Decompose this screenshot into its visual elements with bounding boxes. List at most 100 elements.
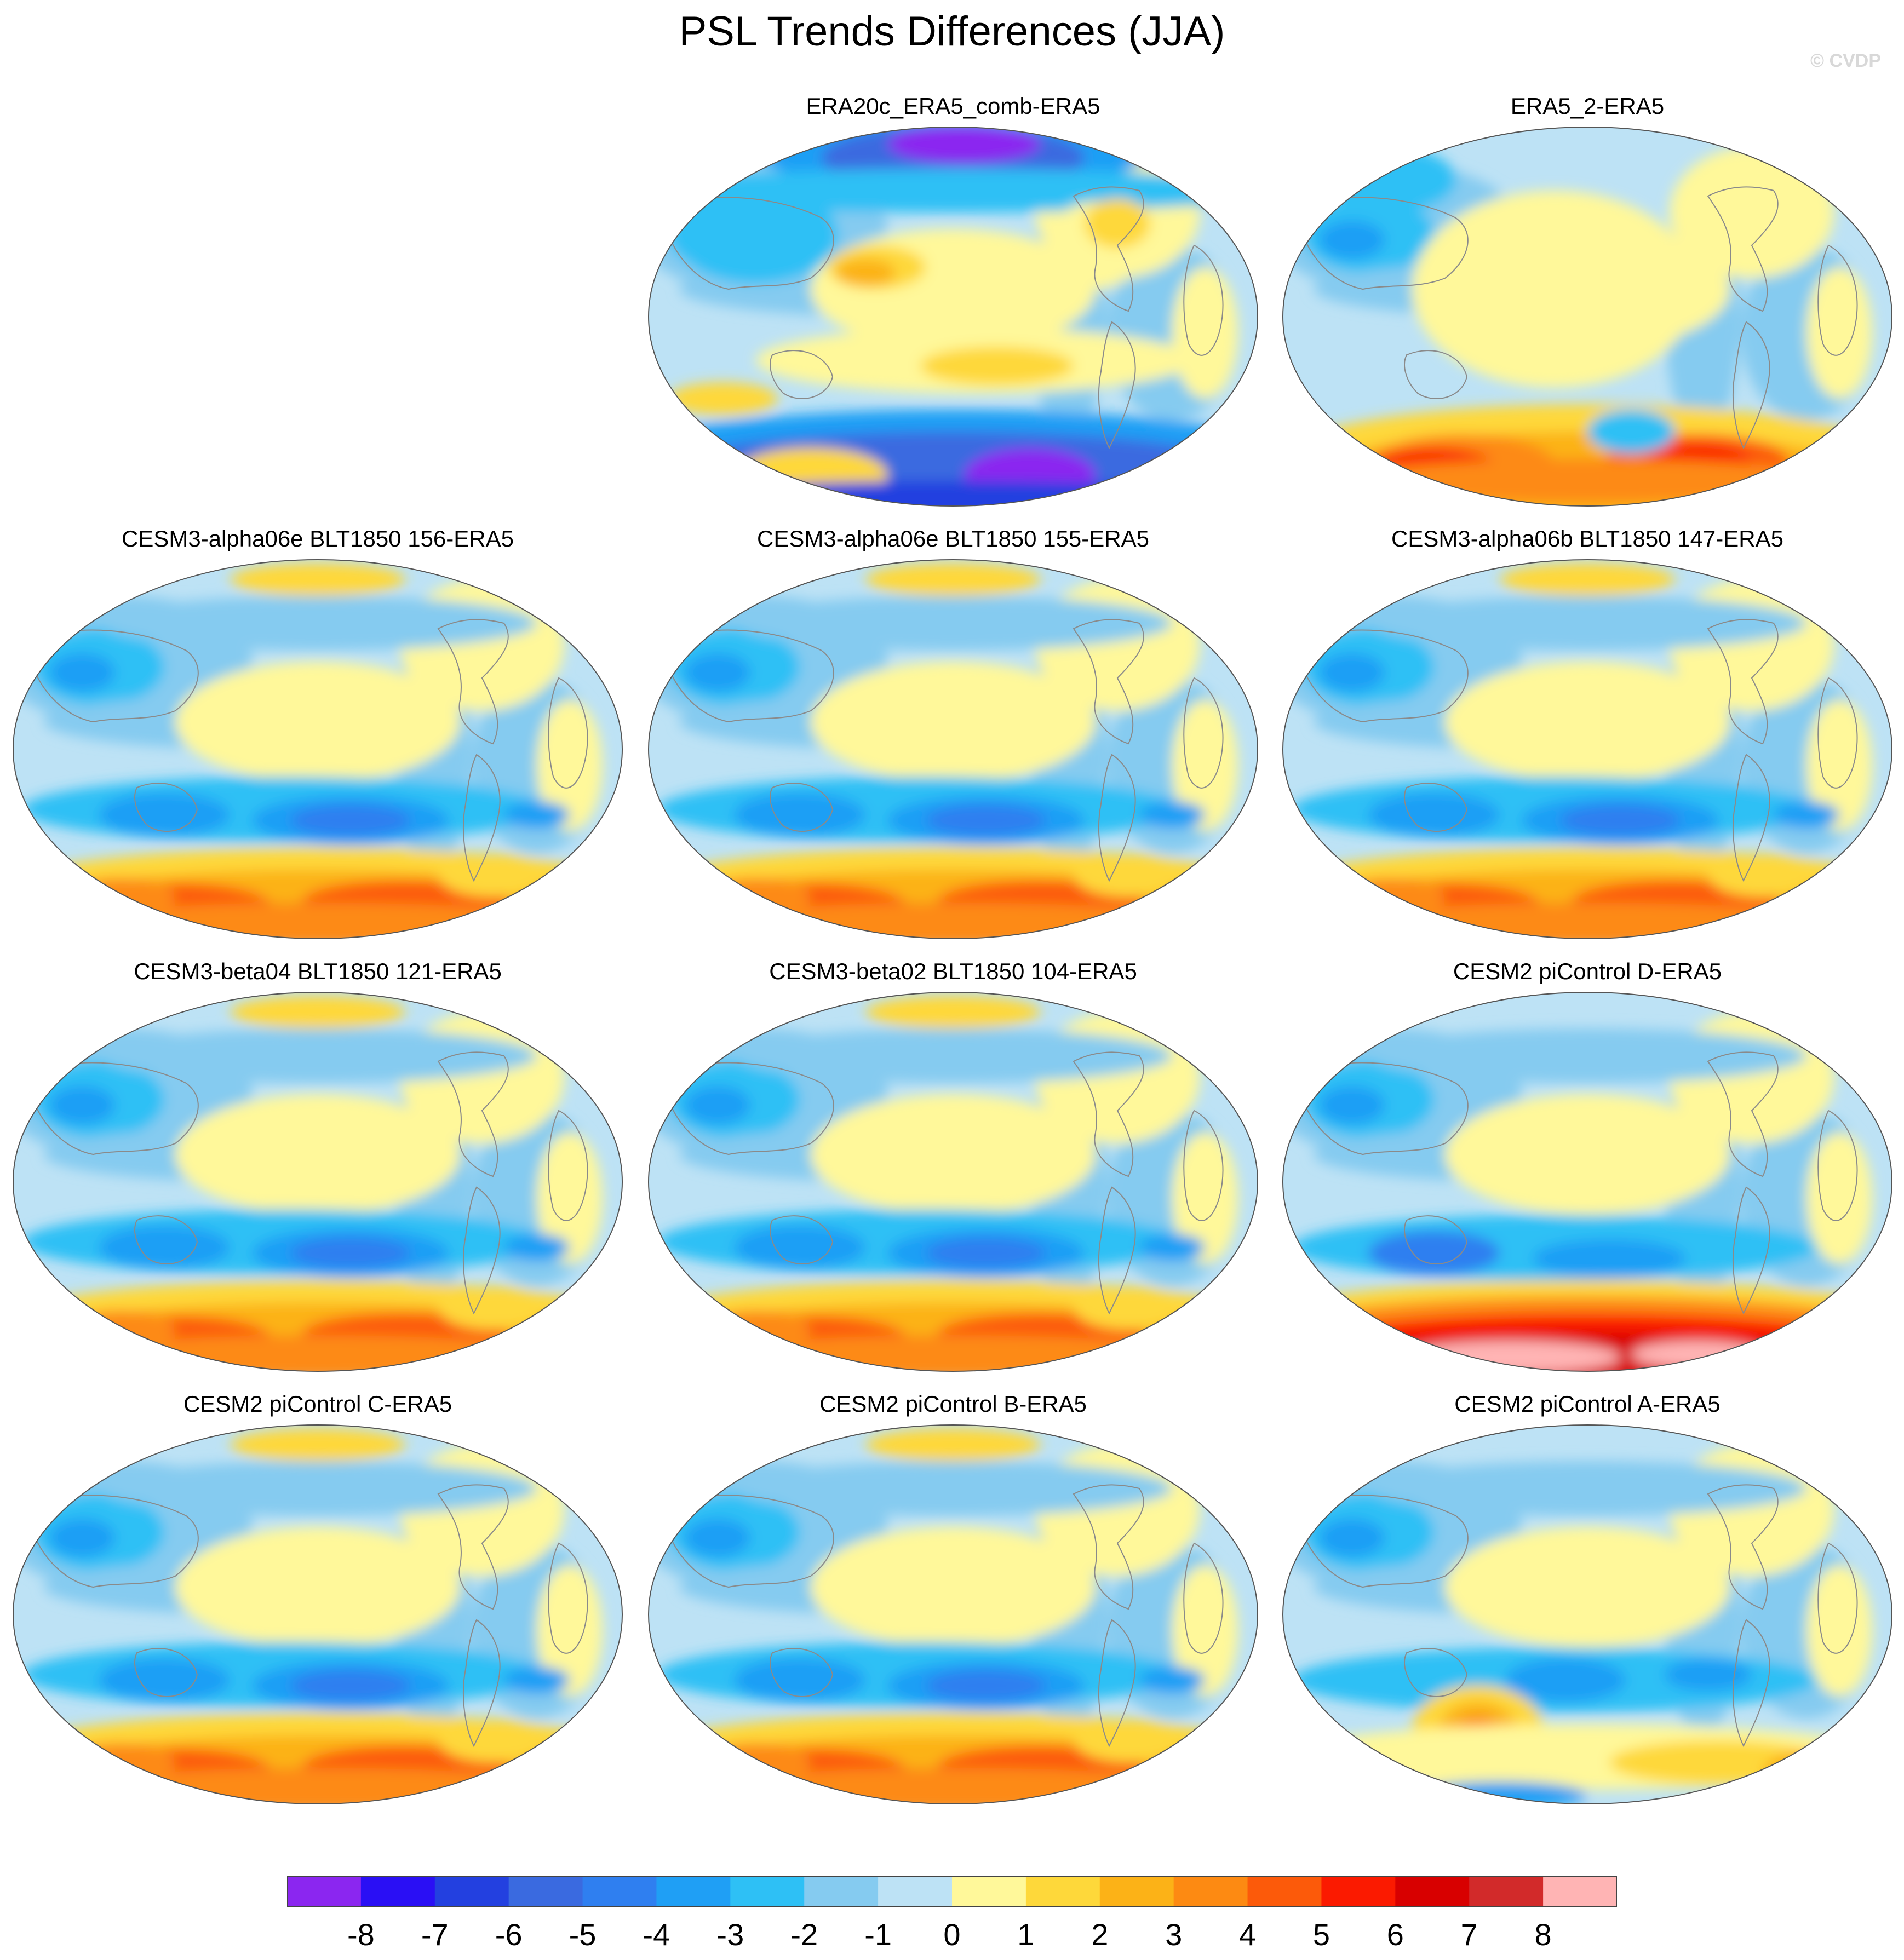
contour-region [685, 1086, 750, 1124]
map-border [1282, 1424, 1892, 1804]
contour-region [1412, 191, 1697, 388]
contour-region [1074, 853, 1183, 897]
map-panel: CESM3-alpha06e BLT1850 156-ERA5 [5, 526, 630, 953]
coastline [770, 783, 834, 832]
contour-region [685, 1519, 750, 1557]
map-panel: CESM2 piControl C-ERA5 [5, 1391, 630, 1818]
panel-title: CESM3-alpha06e BLT1850 156-ERA5 [122, 526, 514, 551]
coastline [1183, 677, 1224, 789]
coastline [1183, 1110, 1224, 1221]
contour-region [49, 653, 115, 692]
colorbar-swatch [1469, 1876, 1544, 1907]
coastline [32, 629, 199, 723]
contour-region [674, 185, 838, 284]
coastline [1073, 619, 1144, 745]
contour-region [1368, 793, 1500, 837]
contour-region [1172, 1133, 1238, 1264]
contour-region [1774, 801, 1839, 829]
contour-region [865, 996, 1041, 1028]
colorbar-tick-label: -1 [864, 1917, 892, 1952]
contour-region [1763, 1751, 1850, 1795]
robinson-map [648, 992, 1258, 1372]
coastline [548, 1542, 588, 1654]
contour-region [1335, 903, 1839, 939]
coastline [32, 1062, 199, 1156]
contour-region [701, 1768, 1205, 1804]
contour-region [701, 903, 1205, 939]
coastline [437, 1051, 509, 1177]
contour-region [1505, 1658, 1626, 1702]
contour-region [1670, 147, 1834, 278]
contour-region [1319, 221, 1385, 259]
contour-region [175, 662, 460, 782]
coastline [1733, 321, 1770, 450]
contour-region [1085, 199, 1150, 248]
map-panel: ERA5_2-ERA5 [1275, 93, 1900, 520]
contour-region [1368, 596, 1806, 651]
colorbar-swatch [878, 1876, 953, 1907]
coastline [770, 1648, 834, 1697]
map-panel: CESM3-alpha06b BLT1850 147-ERA5 [1275, 526, 1900, 953]
contour-region [230, 1428, 405, 1461]
panel-title: CESM3-alpha06e BLT1850 155-ERA5 [757, 526, 1149, 551]
robinson-map [13, 559, 623, 939]
contour-region [438, 1718, 548, 1762]
map-border [648, 559, 1258, 939]
contour-region [230, 996, 405, 1028]
contour-region [1806, 267, 1872, 399]
contour-region [1172, 700, 1238, 831]
contour-region [926, 1238, 1046, 1268]
contour-region [668, 382, 778, 415]
contour-region [290, 1670, 411, 1701]
coastline [668, 1062, 834, 1156]
colorbar-swatch [1395, 1876, 1470, 1907]
contour-region [887, 127, 1041, 163]
contour-region [926, 1670, 1046, 1701]
panel-title: CESM3-beta02 BLT1850 104-ERA5 [769, 958, 1137, 984]
panel-title: CESM2 piControl B-ERA5 [819, 1391, 1087, 1417]
colorbar-tick-label: 8 [1535, 1917, 1552, 1952]
colorbar-tick-label: -2 [790, 1917, 818, 1952]
coastline [1404, 350, 1468, 399]
contour-region [504, 1234, 570, 1261]
contour-region [1533, 1239, 1686, 1278]
coastline [437, 619, 509, 745]
colorbar-swatch [952, 1876, 1026, 1907]
map-panel: CESM3-beta02 BLT1850 104-ERA5 [641, 958, 1265, 1386]
contour-region [504, 801, 570, 829]
coastline [134, 1215, 198, 1264]
contour-region [734, 596, 1172, 651]
colorbar-swatch [1173, 1876, 1248, 1907]
coastline [1183, 1542, 1224, 1654]
contour-region [175, 1527, 460, 1647]
coastline [134, 1648, 198, 1697]
coastline [668, 1495, 834, 1588]
map-panel: ERA20c_ERA5_comb-ERA5 [641, 93, 1265, 520]
panel-title: CESM3-alpha06b BLT1850 147-ERA5 [1391, 526, 1783, 551]
colorbar-frame [287, 1876, 1617, 1907]
contour-region [920, 347, 1074, 385]
contour-region [290, 805, 411, 836]
contour-region [99, 1461, 537, 1516]
contour-region [1319, 1086, 1385, 1124]
contour-region [175, 1094, 460, 1215]
coastline [463, 754, 501, 882]
robinson-map [13, 992, 623, 1372]
colorbar-tick-label: -8 [347, 1917, 375, 1952]
contour-region [1074, 1718, 1183, 1762]
colorbar-svg: -8 -7 -6 -5 -4 -3 -2 -1 0 1 2 3 4 5 6 7 8 [287, 1876, 1617, 1952]
panel-title: CESM2 piControl C-ERA5 [183, 1391, 452, 1417]
colorbar-tick-label: 1 [1017, 1917, 1034, 1952]
coastline [1183, 244, 1224, 356]
contour-region [685, 653, 750, 692]
panel-title: CESM3-beta04 BLT1850 121-ERA5 [134, 958, 502, 984]
colorbar-swatch [656, 1876, 731, 1907]
robinson-map [648, 127, 1258, 507]
map-panel: CESM2 piControl A-ERA5 [1275, 1391, 1900, 1818]
map-border [1282, 992, 1892, 1372]
contour-region [701, 1335, 1205, 1371]
colorbar-tick-label: -4 [643, 1917, 670, 1952]
coastline [1707, 1484, 1779, 1610]
contour-region [1500, 563, 1675, 596]
coastline [1302, 1495, 1469, 1588]
